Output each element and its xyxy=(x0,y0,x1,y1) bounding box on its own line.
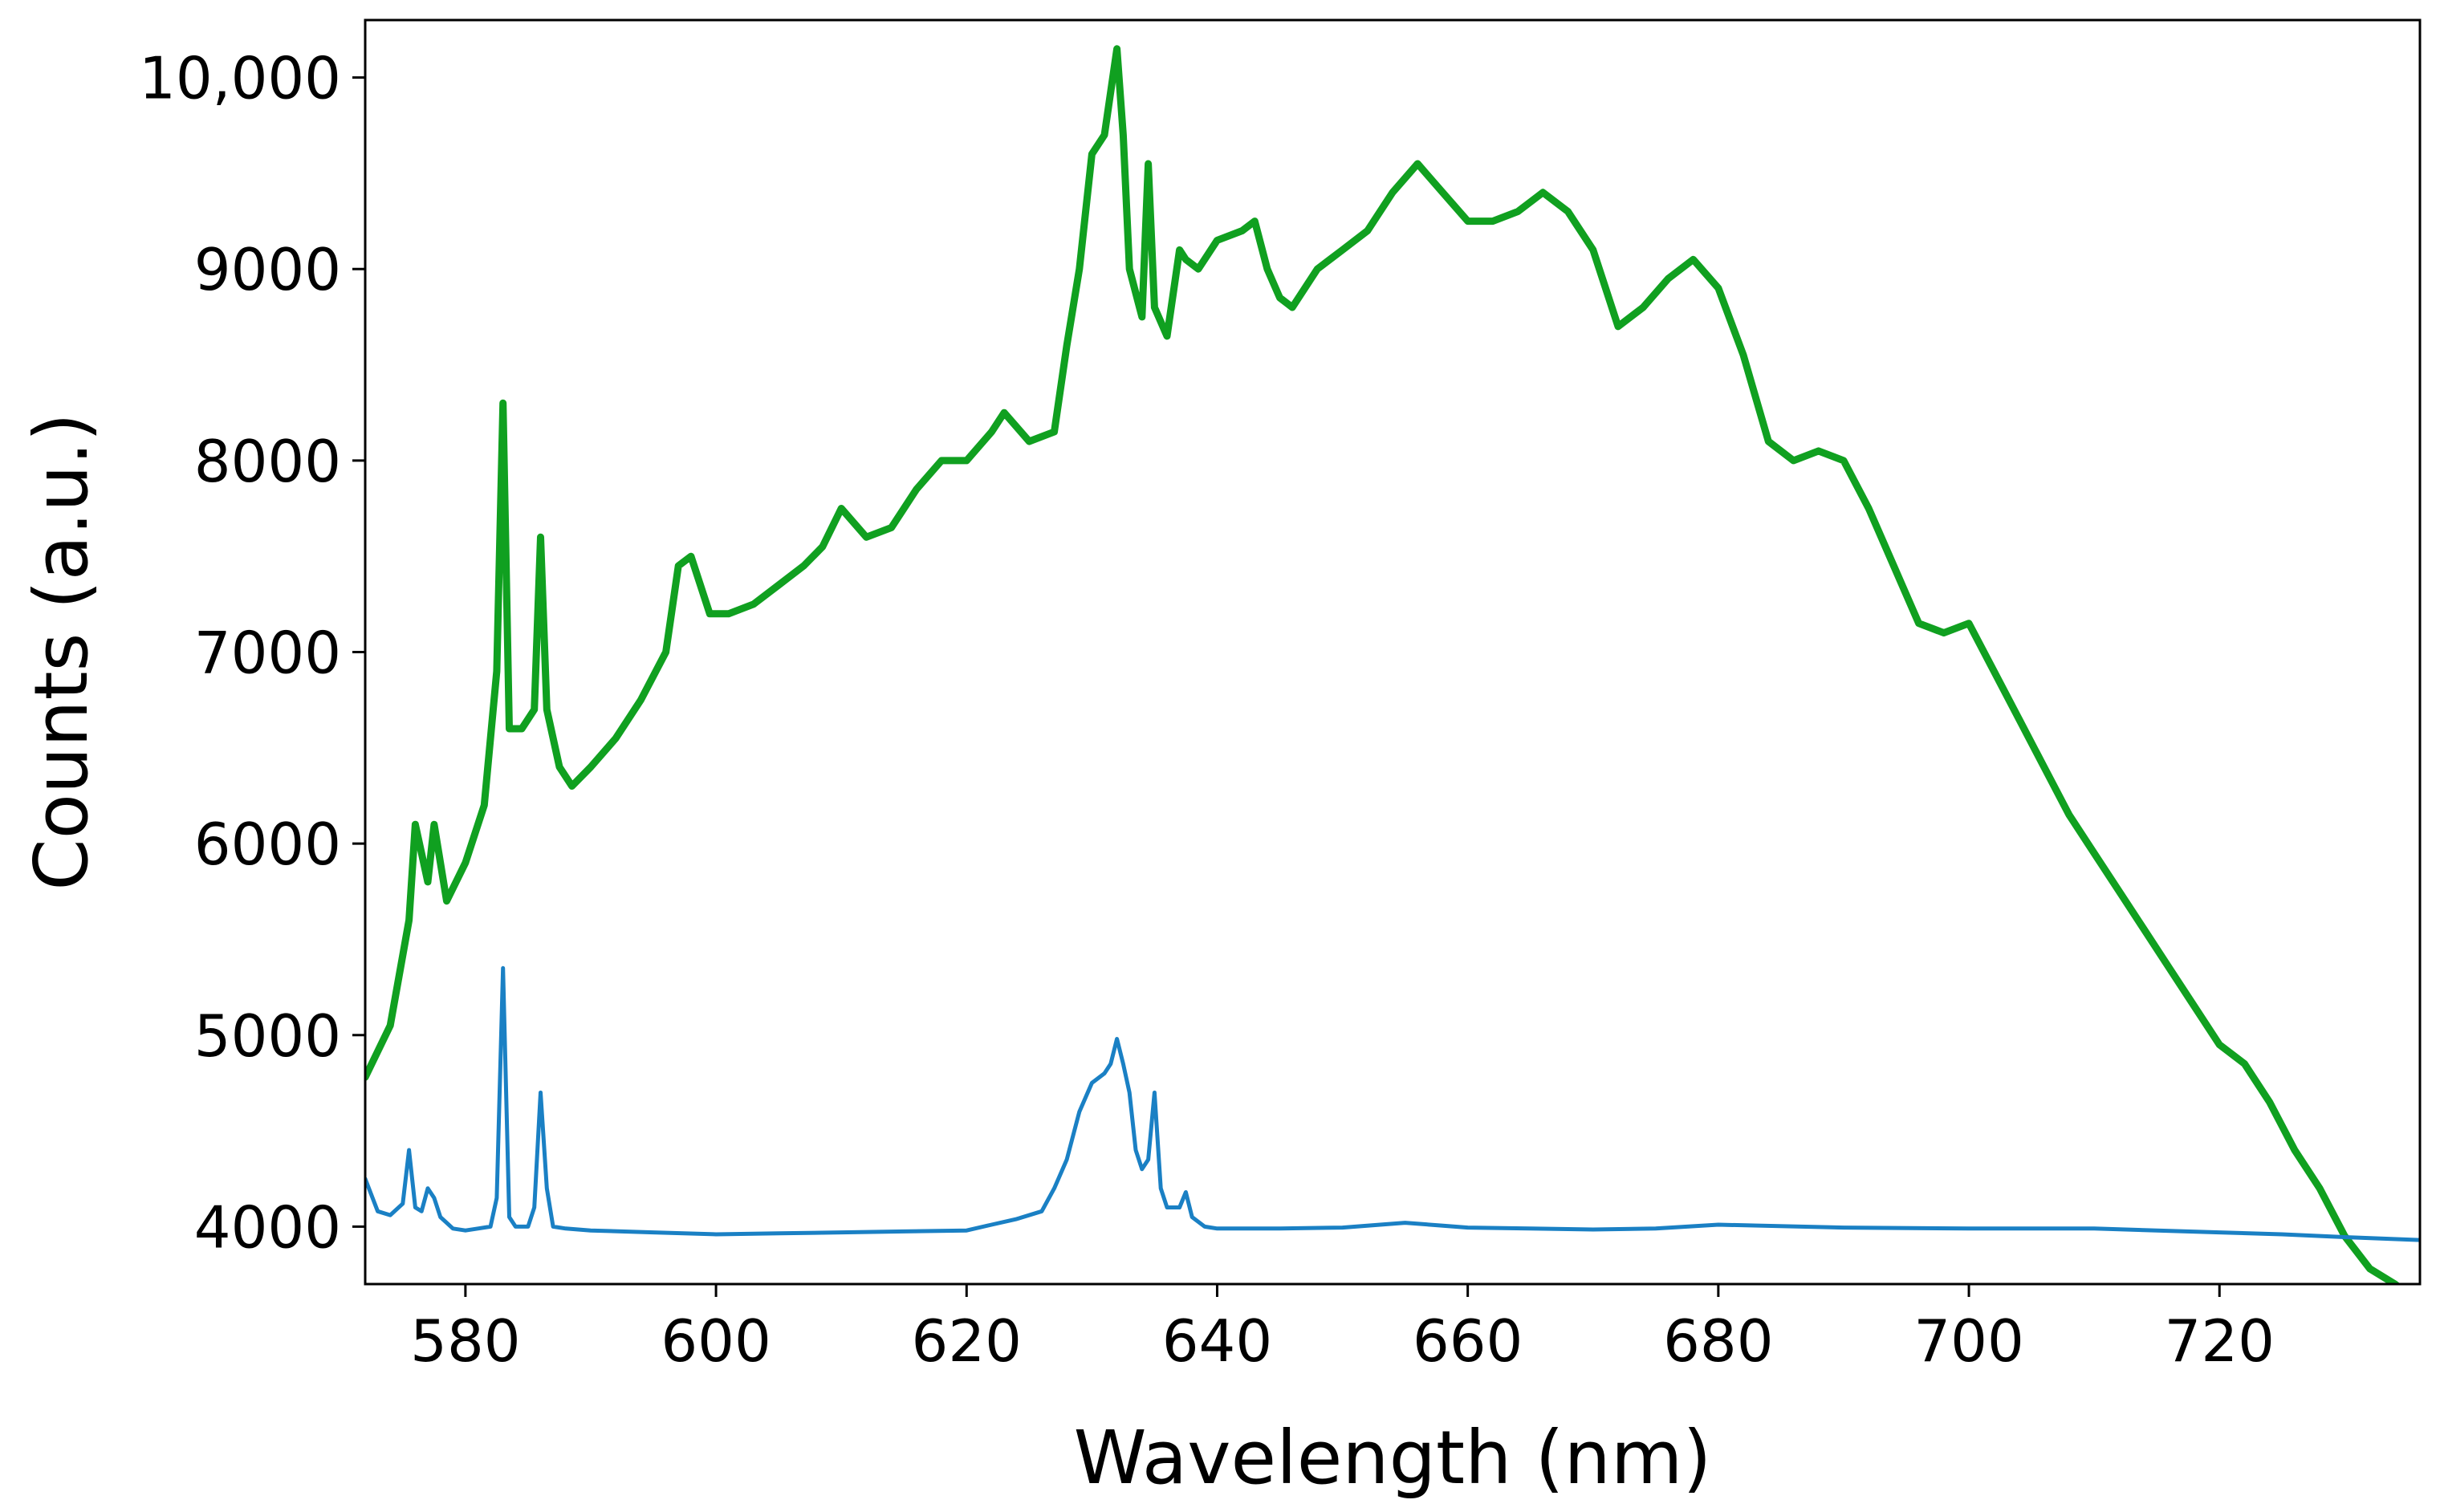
y-tick-label: 5000 xyxy=(194,1002,341,1070)
x-tick-label: 580 xyxy=(410,1307,520,1375)
x-axis: 580 600 620 640 660 680 700 720 xyxy=(410,1284,2275,1375)
series-line-green xyxy=(365,45,2401,1284)
x-tick-label: 660 xyxy=(1413,1307,1523,1375)
x-tick-label: 720 xyxy=(2165,1307,2275,1375)
y-tick-label: 10,000 xyxy=(139,45,341,112)
y-tick-label: 4000 xyxy=(194,1193,341,1261)
y-tick-label: 7000 xyxy=(194,620,341,687)
plot-area xyxy=(365,45,2420,1284)
x-tick-label: 600 xyxy=(661,1307,771,1375)
y-tick-label: 6000 xyxy=(194,811,341,878)
x-axis-label: Wavelength (nm) xyxy=(1074,1415,1712,1501)
x-tick-label: 620 xyxy=(912,1307,1022,1375)
y-tick-label: 8000 xyxy=(194,428,341,495)
plot-frame xyxy=(364,18,2422,1286)
y-axis-label: Counts (a.u.) xyxy=(18,413,104,890)
x-tick-label: 640 xyxy=(1162,1307,1272,1375)
series-line-blue xyxy=(365,965,2420,1242)
x-tick-label: 680 xyxy=(1663,1307,1773,1375)
y-axis: 4000 5000 6000 7000 8000 9000 10,000 xyxy=(139,45,365,1261)
x-tick-label: 700 xyxy=(1913,1307,2023,1375)
y-tick-label: 9000 xyxy=(194,236,341,303)
